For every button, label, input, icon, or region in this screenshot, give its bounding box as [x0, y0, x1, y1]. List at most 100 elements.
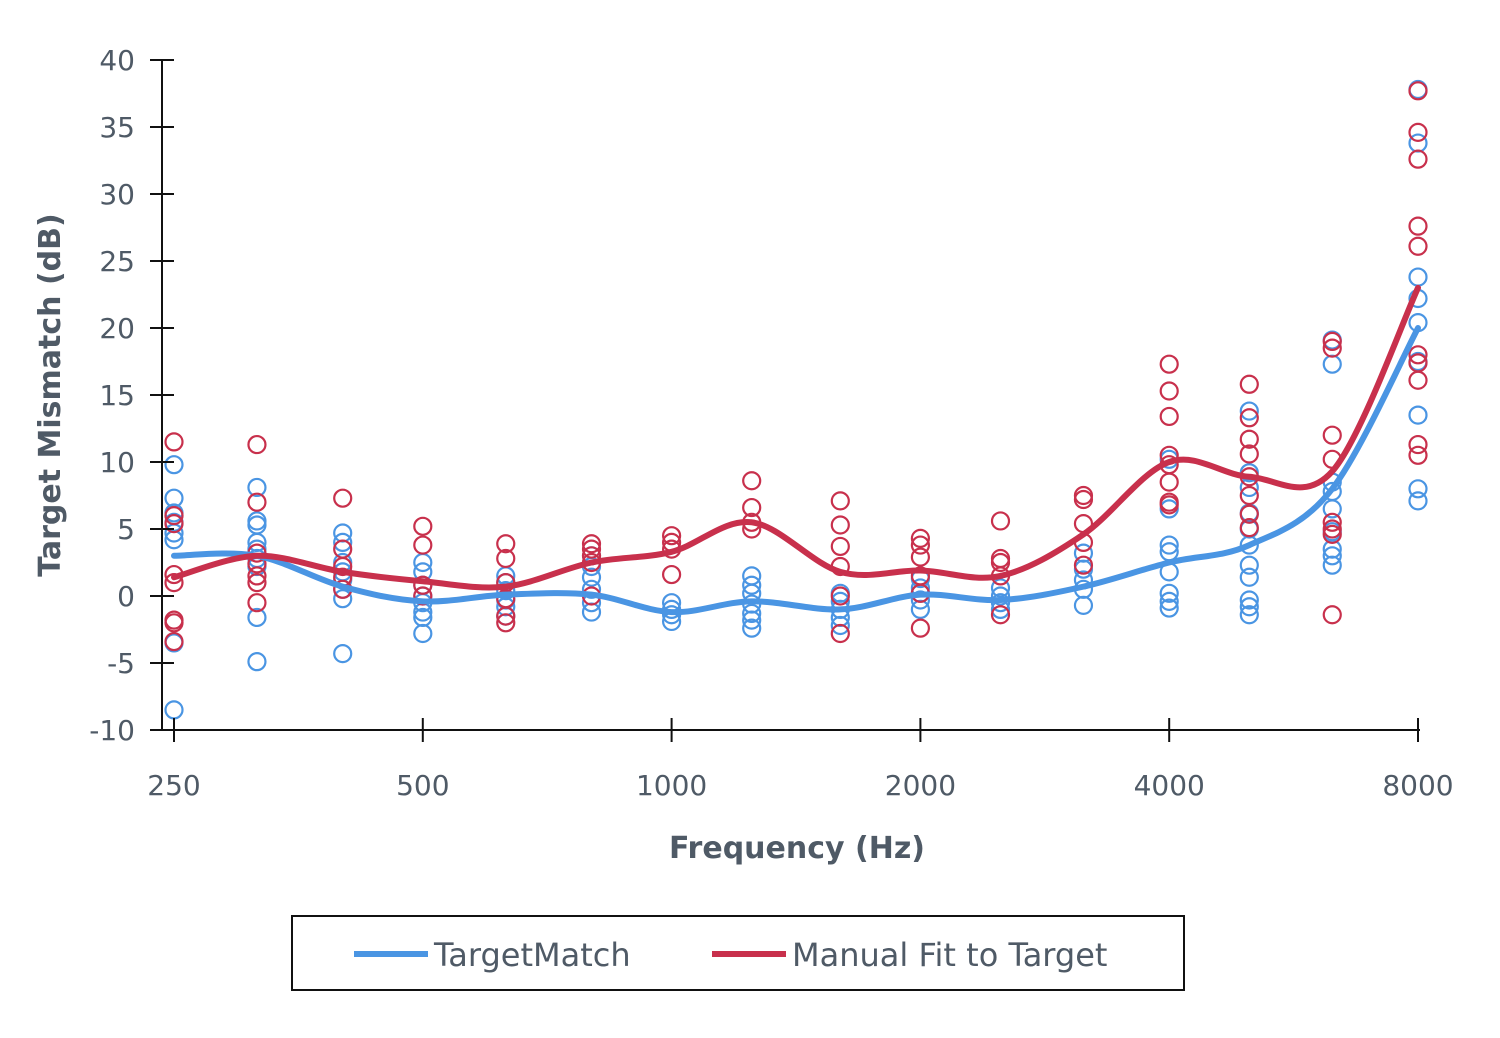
data-point-targetmatch: [1159, 598, 1179, 618]
data-point-targetmatch: [1159, 583, 1179, 603]
scatter-points: [164, 79, 1428, 720]
data-point-targetmatch: [742, 610, 762, 630]
data-point-targetmatch: [1408, 479, 1428, 499]
x-tick-label: 1000: [636, 769, 707, 802]
data-point-manual-fit: [496, 548, 516, 569]
data-point-manual-fit: [1322, 524, 1342, 544]
axes: -10 -5 0 5 10 15 20 25 30 35 40 250 500 1000 2000 4000 8…: [89, 44, 1453, 802]
x-tick-label: 4000: [1134, 769, 1205, 802]
mean-lines: [171, 284, 1421, 616]
data-point-manual-fit: [247, 434, 267, 455]
y-tick-label: 5: [117, 513, 135, 546]
data-point-targetmatch: [990, 578, 1011, 598]
data-point-targetmatch: [247, 515, 267, 535]
y-tick-label: 20: [99, 312, 135, 345]
data-point-manual-fit: [1408, 434, 1428, 455]
legend: TargetMatch Manual Fit to Target: [291, 915, 1185, 991]
data-point-manual-fit: [910, 528, 931, 548]
data-point-targetmatch: [333, 644, 353, 664]
data-point-targetmatch: [742, 575, 762, 595]
data-point-manual-fit: [1073, 485, 1094, 506]
data-point-manual-fit: [990, 511, 1011, 531]
data-point-manual-fit: [496, 606, 516, 626]
data-point-manual-fit: [333, 556, 353, 577]
y-tick-label: 40: [99, 44, 135, 77]
data-point-manual-fit: [1239, 504, 1259, 524]
data-point-manual-fit: [910, 547, 931, 567]
data-point-targetmatch: [1322, 354, 1342, 374]
data-point-manual-fit: [990, 552, 1011, 573]
y-tick-label: -10: [89, 714, 135, 747]
data-point-manual-fit: [581, 539, 602, 559]
data-point-targetmatch: [1159, 591, 1179, 611]
data-point-manual-fit: [413, 575, 433, 595]
data-point-manual-fit: [1239, 444, 1259, 464]
data-point-targetmatch: [581, 567, 602, 587]
data-point-targetmatch: [1073, 595, 1094, 615]
data-point-targetmatch: [742, 603, 762, 624]
data-point-targetmatch: [1159, 535, 1179, 555]
data-point-targetmatch: [1239, 605, 1259, 625]
data-point-targetmatch: [1408, 267, 1428, 287]
data-point-manual-fit: [1239, 518, 1259, 538]
data-point-manual-fit: [1408, 345, 1428, 365]
data-point-manual-fit: [164, 631, 184, 652]
data-point-targetmatch: [247, 652, 267, 672]
y-tick-label: 30: [99, 178, 135, 211]
data-point-manual-fit: [742, 471, 762, 491]
x-tick-label: 250: [147, 769, 200, 802]
data-point-targetmatch: [1239, 590, 1259, 610]
data-point-manual-fit: [247, 492, 267, 512]
data-point-manual-fit: [990, 548, 1011, 569]
data-point-manual-fit: [1322, 605, 1342, 625]
data-point-manual-fit: [164, 514, 184, 534]
data-point-manual-fit: [742, 497, 762, 518]
y-tick-label: 25: [99, 245, 135, 278]
data-point-manual-fit: [1073, 555, 1094, 575]
data-point-targetmatch: [413, 623, 433, 644]
data-point-manual-fit: [164, 613, 184, 633]
data-point-manual-fit: [1408, 236, 1428, 256]
data-point-manual-fit: [1408, 445, 1428, 465]
data-point-targetmatch: [1322, 546, 1342, 566]
data-point-manual-fit: [1239, 374, 1259, 394]
y-tick-label: 10: [99, 446, 135, 479]
mean-line-targetmatch: [171, 325, 1421, 616]
data-point-manual-fit: [990, 605, 1011, 625]
data-point-manual-fit: [1073, 489, 1094, 510]
data-point-manual-fit: [1239, 485, 1259, 506]
data-point-targetmatch: [910, 590, 931, 610]
data-point-manual-fit: [1159, 354, 1179, 374]
data-point-manual-fit: [1239, 408, 1259, 428]
data-point-targetmatch: [247, 607, 267, 628]
data-point-manual-fit: [581, 534, 602, 554]
data-point-targetmatch: [830, 615, 850, 636]
data-point-manual-fit: [164, 572, 184, 593]
y-tick-label: -5: [107, 647, 135, 680]
legend-label-targetmatch: TargetMatch: [433, 936, 631, 974]
x-axis-label: Frequency (Hz): [669, 831, 925, 866]
mean-line-manual-fit: [171, 284, 1421, 591]
data-point-targetmatch: [1239, 555, 1259, 575]
x-tick-label: 500: [396, 769, 449, 802]
data-point-manual-fit: [413, 516, 433, 536]
data-point-targetmatch: [1239, 597, 1259, 617]
data-point-targetmatch: [164, 700, 184, 720]
data-point-manual-fit: [1159, 495, 1179, 515]
data-point-manual-fit: [1322, 331, 1342, 351]
data-point-targetmatch: [333, 532, 353, 553]
y-tick-label: 15: [99, 379, 135, 412]
data-point-manual-fit: [1322, 519, 1342, 539]
data-point-manual-fit: [1159, 381, 1179, 401]
data-point-manual-fit: [1322, 512, 1342, 532]
data-point-targetmatch: [247, 477, 267, 498]
data-point-targetmatch: [742, 618, 762, 638]
x-tick-label: 2000: [885, 769, 956, 802]
data-point-targetmatch: [1322, 555, 1342, 575]
data-point-manual-fit: [164, 432, 184, 452]
data-point-targetmatch: [1322, 499, 1342, 519]
data-point-manual-fit: [1408, 81, 1428, 101]
data-point-targetmatch: [1408, 405, 1428, 425]
data-point-manual-fit: [830, 586, 850, 606]
